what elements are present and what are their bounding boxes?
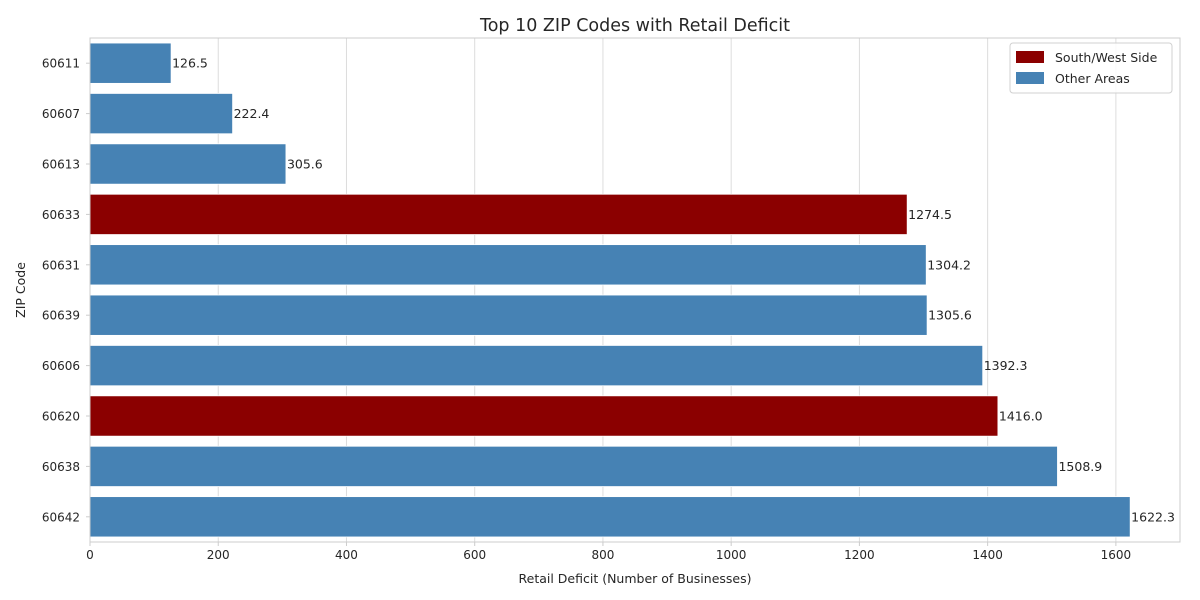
bar-60607 (89, 93, 233, 135)
value-label: 1305.6 (928, 308, 972, 323)
x-tick-label: 1600 (1101, 548, 1132, 562)
bars (89, 42, 1131, 538)
value-label: 222.4 (234, 106, 270, 121)
legend-swatch (1016, 72, 1044, 84)
value-label: 1622.3 (1131, 509, 1175, 524)
x-axis-title: Retail Deficit (Number of Businesses) (519, 571, 752, 586)
y-tick-label: 60639 (42, 309, 80, 323)
y-tick-label: 60642 (42, 510, 80, 524)
value-label: 1304.2 (927, 257, 971, 272)
chart-title: Top 10 ZIP Codes with Retail Deficit (479, 16, 790, 36)
x-tick-label: 0 (86, 548, 94, 562)
x-tick-label: 1200 (844, 548, 875, 562)
value-label: 305.6 (287, 157, 323, 172)
y-tick-label: 60607 (42, 107, 80, 121)
bar-60639 (89, 294, 928, 336)
value-label: 1274.5 (908, 207, 952, 222)
bar-60631 (89, 244, 927, 286)
legend-label: Other Areas (1055, 71, 1130, 86)
bar-60642 (89, 496, 1131, 538)
x-tick-label: 800 (591, 548, 614, 562)
plot-frame (89, 37, 1181, 543)
x-tick-label: 200 (207, 548, 230, 562)
bar-60638 (89, 445, 1058, 487)
y-tick-label: 60631 (42, 258, 80, 272)
x-tick-label: 600 (463, 548, 486, 562)
y-tick-label: 60633 (42, 208, 80, 222)
y-tick-label: 60606 (42, 359, 80, 373)
value-label: 1508.9 (1058, 459, 1102, 474)
x-tick-label: 400 (335, 548, 358, 562)
value-label: 126.5 (172, 56, 208, 71)
value-labels: 126.5 222.4 305.6 1274.5 1304.2 1305.6 1392.3 1… (172, 56, 1175, 525)
value-label: 1416.0 (999, 409, 1043, 424)
y-tick-label: 60611 (42, 57, 80, 71)
y-axis-title: ZIP Code (13, 262, 28, 318)
y-tick-label: 60613 (42, 158, 80, 172)
bar-60606 (89, 345, 984, 387)
legend: South/West Side Other Areas (1009, 42, 1173, 94)
x-tick-label: 1000 (716, 548, 747, 562)
bar-60633 (89, 193, 908, 235)
axes: 0 200 400 600 800 1000 1200 1400 1600 60611 60607 6… (42, 37, 1181, 562)
legend-swatch (1016, 51, 1044, 63)
bar-60613 (89, 143, 287, 185)
bar-60620 (89, 395, 999, 437)
y-tick-label: 60620 (42, 410, 80, 424)
legend-label: South/West Side (1055, 50, 1158, 65)
legend-box (1009, 42, 1173, 94)
value-label: 1392.3 (984, 358, 1028, 373)
x-tick-label: 1400 (972, 548, 1003, 562)
y-tick-label: 60638 (42, 460, 80, 474)
bar-60611 (89, 42, 172, 84)
